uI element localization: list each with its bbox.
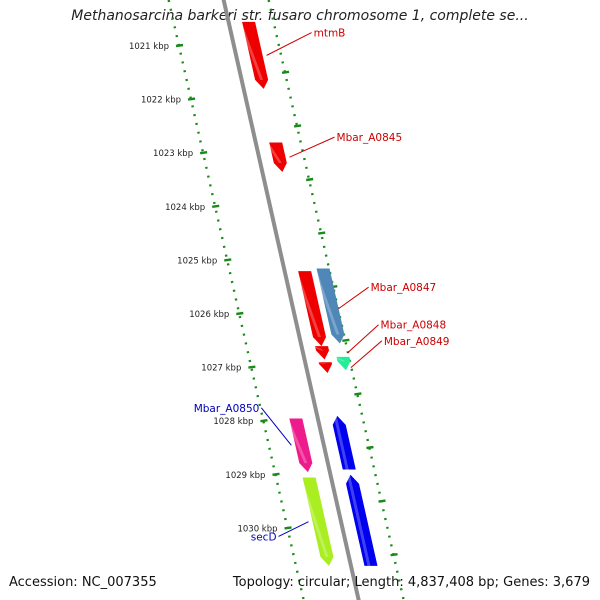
kbp-tick-label: 1030 kbp: [237, 524, 277, 534]
ruler-tick: [260, 419, 268, 423]
gene-arrow[interactable]: [311, 346, 330, 360]
ruler-tick: [305, 177, 314, 182]
gene-labels: mtmB Mbar_A0845 Mbar_A0847 Mbar_A0848 Mbar_A…: [194, 28, 450, 544]
gene-arrow-body: [242, 21, 269, 89]
kbp-tick-label: 1026 kbp: [189, 310, 229, 320]
gene-arrow-shine: [332, 356, 346, 362]
gene-label[interactable]: Mbar_A0849: [384, 336, 450, 348]
gene-arrow-shine: [299, 477, 329, 557]
topology-text: Topology: circular; Length: 4,837,408 bp…: [232, 575, 590, 590]
gene-label-leader: [289, 136, 335, 158]
gene-arrow-shine: [311, 346, 325, 351]
kbp-tick-label: 1028 kbp: [213, 417, 253, 427]
gene-label-leader: [350, 340, 383, 368]
ruler-tick: [318, 231, 326, 235]
gene-label[interactable]: Mbar_A0847: [371, 282, 437, 294]
ruler-tick: [390, 553, 398, 557]
gene-arrow-body: [316, 268, 345, 344]
gene-label[interactable]: Mbar_A0845: [337, 132, 403, 144]
kbp-tick-label: 1029 kbp: [225, 471, 265, 481]
gene-arrow-body: [346, 474, 378, 566]
kbp-tick-label: 1024 kbp: [165, 203, 205, 213]
gene-label-leader: [266, 32, 312, 56]
gene-arrow[interactable]: [238, 21, 269, 89]
ruler-tick: [175, 43, 184, 48]
ruler-tick: [248, 365, 256, 369]
gene-arrow[interactable]: [299, 477, 334, 566]
gene-arrow[interactable]: [313, 268, 345, 344]
gene-label-leader: [347, 324, 379, 354]
gene-arrow-shine: [294, 271, 322, 338]
kbp-tick-label: 1022 kbp: [141, 96, 181, 106]
ruler-tick: [293, 124, 302, 128]
ruler-tick: [187, 97, 196, 101]
gene-arrow[interactable]: [346, 474, 378, 566]
ruler-tick: [284, 526, 292, 530]
gene-arrow[interactable]: [285, 418, 313, 473]
gene-arrow-shine: [313, 268, 340, 335]
gene-label-leader: [260, 407, 292, 446]
ruler-tick: [342, 338, 350, 342]
gene-label[interactable]: Mbar_A0850: [194, 403, 260, 415]
gene-arrow-shine: [238, 21, 264, 80]
ruler-tick: [224, 258, 232, 262]
gene-arrow-body: [298, 271, 327, 347]
gene-label[interactable]: Mbar_A0848: [381, 320, 447, 332]
gene-arrow-shine: [265, 142, 282, 163]
kbp-tick-label: 1027 kbp: [201, 364, 241, 374]
kbp-tick-label: 1023 kbp: [153, 149, 193, 159]
gene-label-leader: [338, 286, 369, 310]
gene-arrow-body: [332, 415, 356, 470]
gene-arrow-shine: [333, 415, 349, 470]
gene-arrow[interactable]: [332, 415, 356, 470]
gene-features: [238, 21, 378, 566]
ruler-tick: [272, 472, 280, 476]
gene-arrow[interactable]: [265, 142, 287, 172]
ruler-tick: [354, 392, 362, 396]
ruler-tick: [281, 70, 290, 74]
gene-label[interactable]: mtmB: [314, 28, 346, 40]
accession-text: Accession: NC_007355: [9, 575, 157, 590]
gene-arrow-body: [318, 362, 333, 373]
gene-arrow-body: [336, 356, 351, 371]
chromosome-backbone: [221, 0, 361, 600]
gene-arrow-body: [315, 346, 330, 360]
left-ruler-line: [167, 0, 305, 600]
gene-arrow-shine: [315, 362, 328, 364]
gene-arrow[interactable]: [332, 356, 351, 371]
kbp-tick-label: 1021 kbp: [129, 42, 169, 52]
gene-label[interactable]: secD: [251, 531, 277, 543]
ruler-tick: [366, 445, 374, 450]
gene-arrow[interactable]: [294, 271, 327, 347]
gene-label-leader: [278, 521, 309, 537]
ruler-tick: [212, 204, 220, 208]
gene-arrow-body: [302, 477, 334, 566]
gene-arrow-shine: [285, 418, 308, 464]
gene-arrow[interactable]: [315, 362, 333, 373]
map-title: Methanosarcina barkeri str. fusaro chrom…: [71, 8, 529, 24]
gene-arrow-body: [269, 142, 287, 172]
ruler-tick: [199, 151, 208, 155]
gene-arrow-shine: [346, 474, 371, 566]
ruler-tick: [236, 311, 244, 316]
gene-arrow-body: [289, 418, 313, 473]
ruler-tick: [378, 499, 386, 503]
kbp-tick-label: 1025 kbp: [177, 256, 217, 266]
